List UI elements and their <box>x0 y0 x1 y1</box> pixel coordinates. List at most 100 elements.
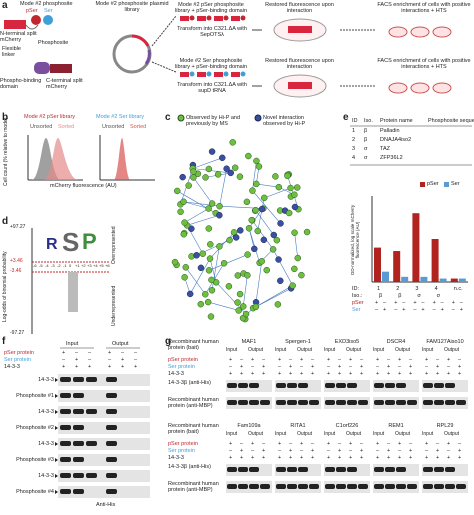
band <box>385 383 395 388</box>
network-node <box>235 307 242 314</box>
network-node <box>251 245 258 253</box>
label: Input <box>422 347 434 353</box>
label: Input <box>275 347 287 353</box>
label: + <box>409 371 413 377</box>
label: – <box>421 300 425 306</box>
band <box>374 484 384 489</box>
label: Mode #2 Ser library <box>96 114 144 120</box>
bar <box>382 271 389 282</box>
network-edge <box>251 220 274 250</box>
label: + <box>458 455 462 461</box>
label: + <box>398 455 402 461</box>
label: – <box>436 441 440 447</box>
network-node <box>298 271 305 279</box>
marker <box>55 474 58 478</box>
band <box>86 409 97 414</box>
label: Output <box>346 431 362 437</box>
label: Input <box>373 431 385 437</box>
panel-label: d <box>2 216 9 227</box>
label: + <box>360 371 364 377</box>
label: – <box>251 364 255 370</box>
label: + <box>240 364 244 370</box>
label: + <box>447 357 451 363</box>
x-tick-label: σ <box>436 293 440 299</box>
label: Phosphosite <box>38 40 69 46</box>
label: + <box>349 455 353 461</box>
band <box>434 400 444 405</box>
row-label: Ser <box>352 307 361 313</box>
network-node <box>207 313 215 320</box>
panel-label: a <box>2 0 8 11</box>
label: EXD3iso5 <box>334 339 360 345</box>
label: mCherry fluorescence (AU) <box>50 183 117 189</box>
label: + <box>387 448 391 454</box>
legend-marker <box>254 114 262 122</box>
label: + <box>436 371 440 377</box>
network-node <box>227 169 234 177</box>
label: + <box>360 448 364 454</box>
site <box>223 71 229 77</box>
label: Recombinant human protein (anti-MBP) <box>168 397 219 410</box>
label: Phosphosite #1 <box>16 393 54 399</box>
network-node <box>287 184 294 192</box>
site <box>189 15 195 21</box>
label: β <box>364 137 368 143</box>
label: Output <box>395 431 411 437</box>
network-edge <box>256 183 279 188</box>
network-node <box>270 231 278 239</box>
network-node <box>275 256 282 263</box>
label: 14-3-3 <box>168 455 184 461</box>
label: + <box>375 300 379 306</box>
label: + <box>251 357 255 363</box>
band <box>287 467 297 472</box>
legend-label: Ser <box>451 181 460 187</box>
band <box>434 467 444 472</box>
label: + <box>458 371 462 377</box>
label: – <box>121 350 125 356</box>
band <box>227 467 237 472</box>
band <box>456 484 466 489</box>
blot <box>58 486 150 498</box>
label: – <box>349 364 353 370</box>
label: -6 <box>33 263 37 268</box>
label: Ser protein <box>4 357 31 363</box>
network-node <box>199 250 207 257</box>
band <box>106 473 117 478</box>
label: – <box>262 357 266 363</box>
cell <box>410 26 430 38</box>
band <box>86 473 97 478</box>
network-node <box>242 310 250 318</box>
label: – <box>75 350 79 356</box>
label: C1orf226 <box>335 423 359 429</box>
network-node <box>186 290 194 298</box>
network-edge <box>278 259 293 286</box>
band <box>287 400 297 405</box>
network-node <box>258 258 266 265</box>
blot <box>58 454 150 466</box>
label: + <box>409 455 413 461</box>
band <box>423 400 433 405</box>
band <box>374 400 384 405</box>
network-node <box>197 264 205 272</box>
label: Ser protein <box>168 364 195 370</box>
label: Input <box>324 347 336 353</box>
network-node <box>260 236 268 244</box>
label: + <box>447 455 451 461</box>
band <box>86 441 97 446</box>
label: Mode #2 phosphosite <box>20 1 73 7</box>
construct <box>197 16 206 21</box>
network-node <box>225 283 233 290</box>
band <box>73 473 84 478</box>
network-node <box>253 157 260 165</box>
label: Output <box>444 431 460 437</box>
label: + <box>62 350 66 356</box>
label: 3 <box>352 146 356 152</box>
label: +97.27 <box>10 224 26 230</box>
label: + <box>311 364 315 370</box>
site <box>206 15 212 21</box>
label: – <box>229 448 233 454</box>
label: 14-3-3 <box>38 473 54 479</box>
bar <box>393 251 401 282</box>
label: – <box>251 448 255 454</box>
band <box>60 489 71 494</box>
